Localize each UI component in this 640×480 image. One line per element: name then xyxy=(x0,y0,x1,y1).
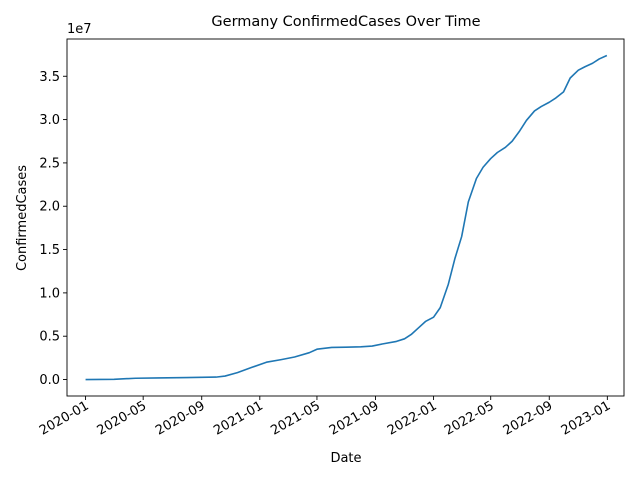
y-tick-label: 3.0 xyxy=(39,113,60,128)
y-tick-label: 0.0 xyxy=(39,373,60,388)
x-axis-label: Date xyxy=(330,451,361,466)
series-line xyxy=(85,54,608,381)
y-tick-label: 1.0 xyxy=(39,286,60,301)
y-tick-label: 0.5 xyxy=(39,330,60,345)
y-offset-text: 1e7 xyxy=(67,22,92,37)
y-tick-label: 2.5 xyxy=(39,156,60,171)
y-tick-label: 3.5 xyxy=(39,70,60,85)
plot-frame xyxy=(66,38,625,397)
chart-title: Germany ConfirmedCases Over Time xyxy=(211,14,480,30)
y-axis-label: ConfirmedCases xyxy=(15,165,30,271)
y-tick-label: 1.5 xyxy=(39,243,60,258)
y-axis-ticks: 0.0 0.5 1.0 1.5 2.0 2.5 3.0 3.5 xyxy=(39,70,67,388)
y-tick-label: 2.0 xyxy=(39,200,60,215)
